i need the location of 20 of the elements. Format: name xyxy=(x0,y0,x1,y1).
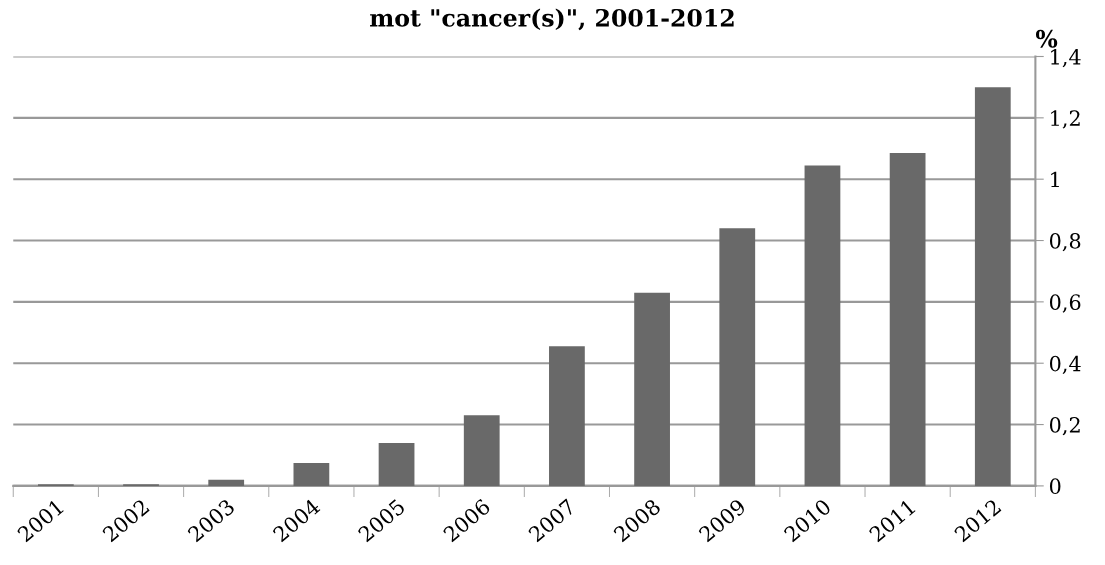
y-axis-title: % xyxy=(1035,29,1058,48)
chart-title: mot "cancer(s)", 2001-2012 xyxy=(370,8,734,31)
bar xyxy=(378,442,415,486)
bar xyxy=(719,228,756,486)
y-tick-label: 0 xyxy=(1049,478,1061,495)
y-tick-label: 1 xyxy=(1051,171,1059,188)
bar xyxy=(293,462,330,486)
bar xyxy=(208,479,245,486)
bar xyxy=(889,153,926,486)
bar xyxy=(549,346,585,486)
bar xyxy=(804,165,841,486)
y-tick-label: 1,2 xyxy=(1051,110,1080,129)
y-tick-label: 0,6 xyxy=(1049,294,1081,313)
bar xyxy=(974,87,1011,486)
y-tick-label: 0,8 xyxy=(1049,232,1081,252)
y-tick-label: 0,2 xyxy=(1049,417,1080,436)
y-tick-label: 1,4 xyxy=(1051,48,1081,68)
y-tick-label: 0,4 xyxy=(1049,355,1081,374)
bar xyxy=(634,292,670,486)
bar xyxy=(463,415,500,486)
